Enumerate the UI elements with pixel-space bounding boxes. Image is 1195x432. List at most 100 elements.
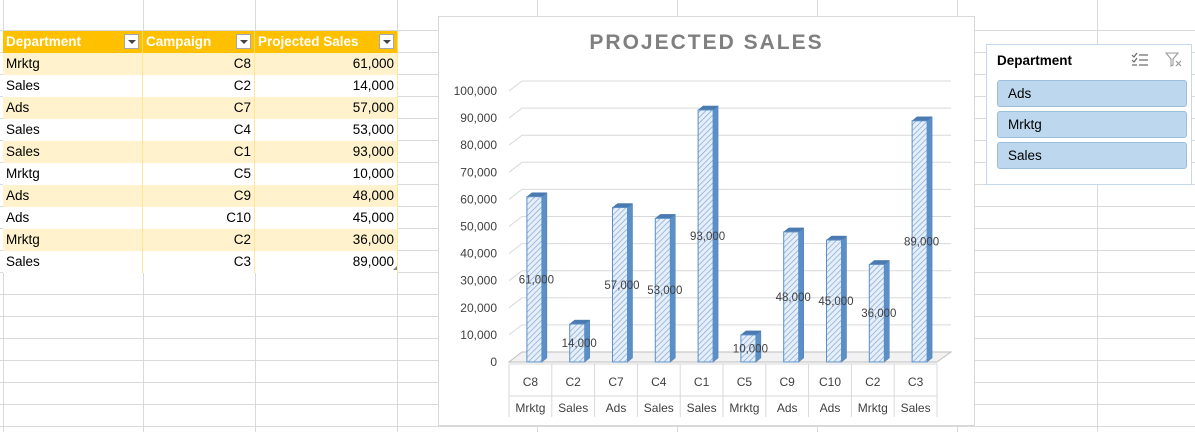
cell-campaign[interactable]: C9 [143,185,255,207]
x-tick-campaign: C2 [865,375,881,389]
cell-sales[interactable]: 89,000 [255,251,398,273]
cell-sales[interactable]: 53,000 [255,119,398,141]
cell-sales[interactable]: 14,000 [255,75,398,97]
x-tick-campaign: C10 [819,375,841,389]
gridline [508,270,951,282]
cell-department[interactable]: Mrktg [3,163,143,185]
cell-department[interactable]: Sales [3,141,143,163]
x-tick-department: Sales [901,401,931,415]
cell-sales[interactable]: 36,000 [255,229,398,251]
filter-dropdown-icon[interactable] [379,34,394,49]
x-tick-department: Mrktg [858,401,888,415]
multi-select-icon[interactable] [1131,52,1149,68]
cell-department[interactable]: Ads [3,207,143,229]
bar-front [697,109,714,363]
table-row: Sales C4 53,000 [3,119,398,141]
table-row: Ads C7 57,000 [3,97,398,119]
x-tick-campaign: C3 [908,375,924,389]
table-row: Mrktg C2 36,000 [3,229,398,251]
data-label: 57,000 [604,280,639,292]
data-label: 45,000 [818,296,853,308]
cell-department[interactable]: Ads [3,97,143,119]
table-row: Sales C1 93,000 [3,141,398,163]
table-resize-handle[interactable] [393,266,397,270]
gridline [508,324,951,336]
grid-line [1097,0,1098,432]
data-label: 48,000 [776,292,811,304]
bar-c2 [868,259,891,363]
filter-dropdown-icon[interactable] [124,34,139,49]
slicer-item-ads[interactable]: Ads [997,80,1187,107]
table-row: Mrktg C5 10,000 [3,163,398,185]
data-label: 53,000 [647,285,682,297]
clear-filter-icon[interactable] [1165,52,1183,68]
x-tick-campaign: C2 [566,375,582,389]
y-tick-label: 10,000 [460,328,497,342]
x-tick-department: Ads [820,401,841,415]
cell-sales[interactable]: 10,000 [255,163,398,185]
y-tick-label: 50,000 [460,220,497,234]
cell-sales[interactable]: 57,000 [255,97,398,119]
bar-c9 [782,227,805,363]
cell-campaign[interactable]: C4 [143,119,255,141]
cell-campaign[interactable]: C10 [143,207,255,229]
cell-sales[interactable]: 61,000 [255,53,398,75]
x-tick-department: Ads [777,401,798,415]
slicer-item-mrktg[interactable]: Mrktg [997,111,1187,138]
data-label: 61,000 [519,274,554,286]
filter-dropdown-icon[interactable] [236,34,251,49]
cell-department[interactable]: Sales [3,119,143,141]
x-tick-campaign: C4 [651,375,667,389]
data-labels: 61,000 14,000 57,000 53,000 93,000 10,000 48,0… [519,231,939,355]
cell-campaign[interactable]: C1 [143,141,255,163]
cell-campaign[interactable]: C5 [143,163,255,185]
cell-campaign[interactable]: C3 [143,251,255,273]
cell-campaign[interactable]: C8 [143,53,255,75]
slicer-title: Department [997,53,1073,68]
slicer-item-sales[interactable]: Sales [997,142,1187,169]
header-campaign[interactable]: Campaign [143,31,255,53]
cell-department[interactable]: Ads [3,185,143,207]
x-tick-campaign: C8 [523,375,539,389]
y-tick-label: 0 [490,355,497,369]
cell-department[interactable]: Sales [3,75,143,97]
chart-bars [526,105,933,363]
gridline [508,161,951,173]
data-label: 93,000 [690,231,725,243]
gridline [508,188,951,200]
bar-c2 [568,319,591,363]
header-department[interactable]: Department [3,31,143,53]
cell-campaign[interactable]: C2 [143,75,255,97]
cell-sales[interactable]: 48,000 [255,185,398,207]
y-tick-label: 100,000 [454,84,498,98]
gridline [508,216,951,227]
bar-front [612,207,628,363]
bar-front [911,120,928,363]
department-slicer[interactable]: Department Ads Mrktg Sales [986,44,1192,185]
cell-department[interactable]: Sales [3,251,143,273]
bar-front [826,239,842,363]
bar-c8 [526,192,548,363]
cell-campaign[interactable]: C7 [143,97,255,119]
table-row: Sales C2 14,000 [3,75,398,97]
x-tick-campaign: C9 [780,375,796,389]
bar-front [654,217,671,363]
cell-sales[interactable]: 93,000 [255,141,398,163]
table-row: Ads C9 48,000 [3,185,398,207]
cell-department[interactable]: Mrktg [3,53,143,75]
bar-c5 [740,330,762,363]
header-label: Department [6,34,82,49]
cell-campaign[interactable]: C2 [143,229,255,251]
bar-front [526,196,543,363]
header-projected-sales[interactable]: Projected Sales [255,31,398,53]
cell-department[interactable]: Mrktg [3,229,143,251]
data-label: 89,000 [904,236,939,248]
gridline [508,134,951,146]
x-tick-department: Sales [558,401,588,415]
bar-c10 [825,235,848,363]
y-tick-label: 90,000 [460,111,497,125]
cell-sales[interactable]: 45,000 [255,207,398,229]
x-tick-department: Sales [687,401,717,415]
x-axis: C8 Mrktg C2 Sales C7 Ads C4 Sales C1 Sales C5 Mrktg… [508,363,938,417]
table-row: Ads C10 45,000 [3,207,398,229]
